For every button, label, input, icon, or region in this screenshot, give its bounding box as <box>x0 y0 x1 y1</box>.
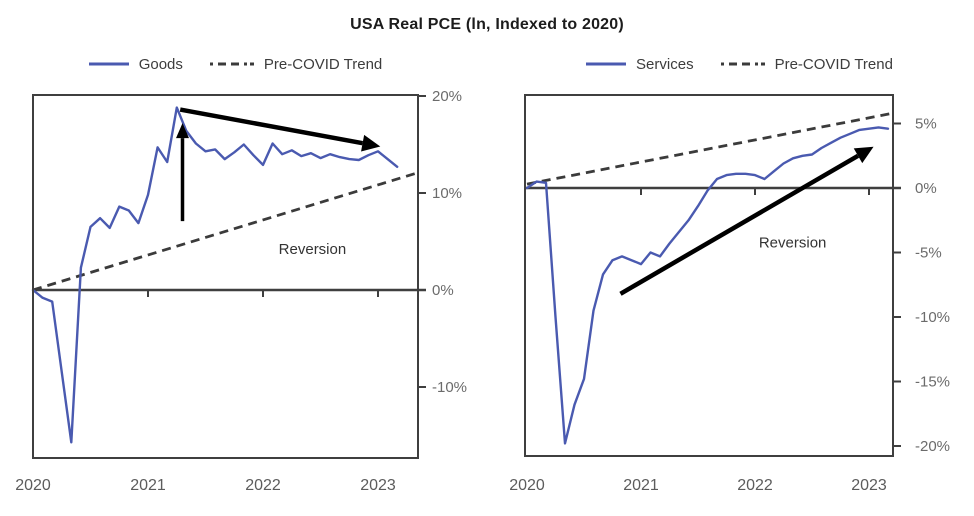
dashed-line-icon <box>720 62 765 66</box>
services-legend-trend-item: Pre-COVID Trend <box>720 56 893 73</box>
goods-chart: 20% 10% 0% -10% 2020 2021 2022 2023 Reversion <box>15 88 467 494</box>
left-trend-line <box>32 171 419 292</box>
goods-legend-series-label: Goods <box>138 55 183 73</box>
svg-text:Reversion: Reversion <box>279 241 347 258</box>
svg-text:-5%: -5% <box>915 245 942 262</box>
right-annotations: Reversion <box>619 146 874 296</box>
reversion-arrow <box>179 107 381 152</box>
svg-text:20%: 20% <box>432 88 462 105</box>
svg-text:2020: 2020 <box>509 477 545 494</box>
services-legend-trend-label: Pre-COVID Trend <box>774 55 893 73</box>
left-plot-border <box>32 94 419 459</box>
left-x-axis-labels: 2020 2021 2022 2023 <box>15 477 396 494</box>
svg-text:2021: 2021 <box>623 477 659 494</box>
svg-text:2022: 2022 <box>245 477 281 494</box>
svg-text:2023: 2023 <box>851 477 887 494</box>
right-series-line <box>525 126 890 445</box>
svg-text:-20%: -20% <box>915 438 950 455</box>
surge-arrow <box>176 123 189 222</box>
reversion-arrow <box>619 146 874 296</box>
services-legend: Services Pre-COVID Trend <box>504 52 974 76</box>
svg-text:5%: 5% <box>915 116 937 133</box>
svg-text:2022: 2022 <box>737 477 773 494</box>
svg-text:Reversion: Reversion <box>759 234 827 251</box>
svg-text:2021: 2021 <box>130 477 166 494</box>
svg-text:-10%: -10% <box>915 309 950 326</box>
series-line-icon <box>88 62 129 66</box>
services-legend-series-label: Services <box>636 55 694 73</box>
chart-title: USA Real PCE (ln, Indexed to 2020) <box>350 16 624 33</box>
right-plot-border <box>524 94 894 457</box>
goods-legend: Goods Pre-COVID Trend <box>0 52 470 76</box>
goods-legend-series-item: Goods <box>88 56 183 73</box>
svg-text:2023: 2023 <box>360 477 396 494</box>
series-line-icon <box>586 62 627 66</box>
svg-text:-10%: -10% <box>432 379 467 396</box>
left-axes <box>33 288 426 297</box>
svg-text:2020: 2020 <box>15 477 51 494</box>
left-annotations: Reversion <box>176 107 381 258</box>
services-chart: 5% 0% -5% -10% -15% -20% 2020 2021 2022 2023 Rever… <box>509 94 950 494</box>
right-y-axis-labels: 5% 0% -5% -10% -15% -20% <box>893 116 950 455</box>
svg-text:0%: 0% <box>915 180 937 197</box>
svg-text:-15%: -15% <box>915 374 950 391</box>
svg-text:10%: 10% <box>432 185 462 202</box>
right-trend-line <box>526 111 894 186</box>
goods-legend-trend-label: Pre-COVID Trend <box>263 55 383 73</box>
dashed-line-icon <box>209 62 254 66</box>
left-y-axis-labels: 20% 10% 0% -10% <box>418 88 467 396</box>
services-legend-series-item: Services <box>585 56 694 73</box>
goods-legend-trend-item: Pre-COVID Trend <box>209 56 382 73</box>
right-x-axis-labels: 2020 2021 2022 2023 <box>509 477 887 494</box>
svg-text:0%: 0% <box>432 282 454 299</box>
right-axes <box>525 186 901 195</box>
left-series-line <box>31 106 399 444</box>
